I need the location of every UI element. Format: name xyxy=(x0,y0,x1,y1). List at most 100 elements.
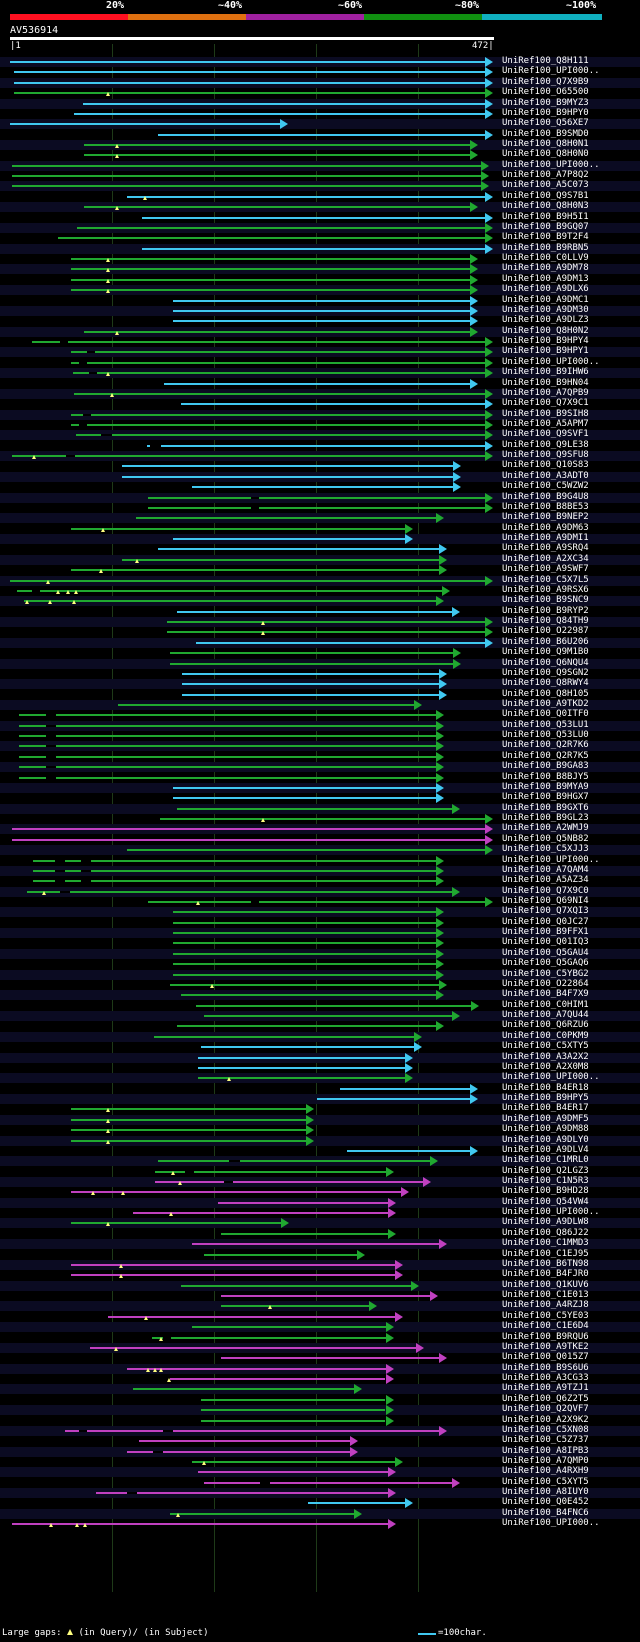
hit-label-link[interactable]: UniRef100_C5XTY5 xyxy=(502,1041,589,1052)
hit-label-link[interactable]: UniRef100_B9GL23 xyxy=(502,813,589,823)
hit-label-link[interactable]: UniRef100_C1EJ95 xyxy=(502,1248,589,1259)
hit-label-link[interactable]: UniRef100_A7QAM4 xyxy=(502,864,589,875)
hit-label-link[interactable]: UniRef100_Q9M1B0 xyxy=(502,647,589,658)
hit-label-link[interactable]: UniRef100_C0HIM1 xyxy=(502,999,589,1010)
hit-label-link[interactable]: UniRef100_C0PKM9 xyxy=(502,1030,589,1041)
hit-label-link[interactable]: UniRef100_C5XJJ3 xyxy=(502,844,589,855)
hit-label-link[interactable]: UniRef100_A9TKE2 xyxy=(502,1341,589,1352)
hit-label-link[interactable]: UniRef100_A9DM63 xyxy=(502,522,589,533)
hit-label-link[interactable]: UniRef100_B9HPY0 xyxy=(502,107,589,118)
hit-label-link[interactable]: UniRef100_B9HPY1 xyxy=(502,346,589,357)
hit-label-link[interactable]: UniRef100_C1MMD3 xyxy=(502,1238,589,1249)
hit-label-link[interactable]: UniRef100_C5XN08 xyxy=(502,1424,589,1435)
hit-label-link[interactable]: UniRef100_Q8H0N0 xyxy=(502,149,589,160)
hit-label-link[interactable]: UniRef100_B4ER17 xyxy=(502,1103,589,1114)
hit-label-link[interactable]: UniRef100_A9SRQ4 xyxy=(502,543,589,554)
hit-label-link[interactable]: UniRef100_Q0ITF0 xyxy=(502,709,589,720)
hit-label-link[interactable]: UniRef100_A3CG33 xyxy=(502,1373,589,1383)
hit-label-link[interactable]: UniRef100_Q01IQ3 xyxy=(502,937,589,948)
hit-label-link[interactable]: UniRef100_Q2R7K6 xyxy=(502,740,589,751)
hit-label-link[interactable]: UniRef100_Q8H111 xyxy=(502,56,589,66)
hit-label-link[interactable]: UniRef100_A9TKD2 xyxy=(502,698,589,709)
hit-label-link[interactable]: UniRef100_Q8H0N1 xyxy=(502,139,589,149)
hit-label-link[interactable]: UniRef100_A9DLY0 xyxy=(502,1134,589,1145)
hit-label-link[interactable]: UniRef100_B9GXT6 xyxy=(502,802,589,813)
hit-label-link[interactable]: UniRef100_Q2R7K5 xyxy=(502,750,589,761)
hit-label-link[interactable]: UniRef100_A9DM13 xyxy=(502,273,589,284)
hit-label-link[interactable]: UniRef100_B9RQU6 xyxy=(502,1331,589,1342)
hit-label-link[interactable]: UniRef100_Q8H0N2 xyxy=(502,325,589,336)
hit-label-link[interactable]: UniRef100_UPI000.. xyxy=(502,66,600,77)
hit-label-link[interactable]: UniRef100_Q9SGN2 xyxy=(502,667,589,678)
hit-label-link[interactable]: UniRef100_Q8H105 xyxy=(502,688,589,699)
hit-label-link[interactable]: UniRef100_B6TN98 xyxy=(502,1258,589,1269)
hit-label-link[interactable]: UniRef100_B9SMD0 xyxy=(502,128,589,139)
hit-label-link[interactable]: UniRef100_Q8RWY4 xyxy=(502,678,589,689)
hit-label-link[interactable]: UniRef100_C5YBG2 xyxy=(502,968,589,979)
hit-label-link[interactable]: UniRef100_Q9SVF1 xyxy=(502,429,589,440)
hit-label-link[interactable]: UniRef100_A7QMP0 xyxy=(502,1455,589,1466)
hit-label-link[interactable]: UniRef100_Q10S83 xyxy=(502,460,589,471)
hit-label-link[interactable]: UniRef100_Q7X9B9 xyxy=(502,76,589,87)
hit-label-link[interactable]: UniRef100_A5C073 xyxy=(502,180,589,191)
hit-label-link[interactable]: UniRef100_Q84TH9 xyxy=(502,616,589,626)
hit-label-link[interactable]: UniRef100_C5X7L5 xyxy=(502,574,589,585)
hit-label-link[interactable]: UniRef100_Q56XE7 xyxy=(502,118,589,129)
hit-label-link[interactable]: UniRef100_B8BJY5 xyxy=(502,771,589,782)
hit-label-link[interactable]: UniRef100_A7P8Q2 xyxy=(502,170,589,181)
hit-label-link[interactable]: UniRef100_Q7XQI3 xyxy=(502,906,589,917)
hit-label-link[interactable]: UniRef100_Q7X9C1 xyxy=(502,398,589,409)
hit-label-link[interactable]: UniRef100_A9DMI1 xyxy=(502,533,589,543)
hit-label-link[interactable]: UniRef100_B9NEP2 xyxy=(502,512,589,523)
hit-label-link[interactable]: UniRef100_A9DM88 xyxy=(502,1124,589,1135)
hit-label-link[interactable]: UniRef100_B9IHW6 xyxy=(502,367,589,378)
hit-label-link[interactable]: UniRef100_UPI000.. xyxy=(502,159,600,170)
hit-label-link[interactable]: UniRef100_Q0E452 xyxy=(502,1497,589,1508)
hit-label-link[interactable]: UniRef100_A9DMF5 xyxy=(502,1113,589,1124)
hit-label-link[interactable]: UniRef100_C1E013 xyxy=(502,1290,589,1300)
hit-label-link[interactable]: UniRef100_A4RXH9 xyxy=(502,1466,589,1477)
hit-label-link[interactable]: UniRef100_Q8H0N3 xyxy=(502,201,589,212)
hit-label-link[interactable]: UniRef100_UPI000.. xyxy=(502,854,600,865)
hit-label-link[interactable]: UniRef100_Q9SFU8 xyxy=(502,450,589,461)
hit-label-link[interactable]: UniRef100_O65500 xyxy=(502,87,589,98)
hit-label-link[interactable]: UniRef100_C5XYT5 xyxy=(502,1476,589,1487)
hit-label-link[interactable]: UniRef100_B9GQ07 xyxy=(502,221,589,232)
hit-label-link[interactable]: UniRef100_A9TZJ1 xyxy=(502,1383,589,1394)
hit-label-link[interactable]: UniRef100_A2XC34 xyxy=(502,553,589,564)
hit-label-link[interactable]: UniRef100_Q2LGZ3 xyxy=(502,1165,589,1176)
hit-label-link[interactable]: UniRef100_A7QPB9 xyxy=(502,387,589,398)
hit-label-link[interactable]: UniRef100_Q53LU0 xyxy=(502,730,589,740)
hit-label-link[interactable]: UniRef100_B9FFX1 xyxy=(502,927,589,938)
hit-label-link[interactable]: UniRef100_A7QU44 xyxy=(502,1010,589,1020)
hit-label-link[interactable]: UniRef100_B9MYZ3 xyxy=(502,97,589,108)
hit-label-link[interactable]: UniRef100_Q9S7B1 xyxy=(502,190,589,201)
hit-label-link[interactable]: UniRef100_Q5GAU4 xyxy=(502,947,589,958)
hit-label-link[interactable]: UniRef100_Q6NQU4 xyxy=(502,657,589,668)
hit-label-link[interactable]: UniRef100_Q86J22 xyxy=(502,1227,589,1238)
hit-label-link[interactable]: UniRef100_B9H5I1 xyxy=(502,211,589,222)
hit-label-link[interactable]: UniRef100_B9G4U8 xyxy=(502,491,589,502)
hit-label-link[interactable]: UniRef100_O22987 xyxy=(502,626,589,637)
hit-label-link[interactable]: UniRef100_B9MYA9 xyxy=(502,781,589,792)
hit-label-link[interactable]: UniRef100_B4F7X9 xyxy=(502,989,589,1000)
hit-label-link[interactable]: UniRef100_A8IUY0 xyxy=(502,1487,589,1498)
hit-label-link[interactable]: UniRef100_Q015Z7 xyxy=(502,1352,589,1363)
hit-label-link[interactable]: UniRef100_A9SWF7 xyxy=(502,564,589,575)
hit-label-link[interactable]: UniRef100_Q9LE38 xyxy=(502,439,589,450)
hit-label-link[interactable]: UniRef100_A3ADT0 xyxy=(502,470,589,481)
hit-label-link[interactable]: UniRef100_A9DLV4 xyxy=(502,1144,589,1155)
hit-label-link[interactable]: UniRef100_A8IPB3 xyxy=(502,1445,589,1456)
hit-label-link[interactable]: UniRef100_C5Z737 xyxy=(502,1435,589,1446)
hit-label-link[interactable]: UniRef100_A2WMJ9 xyxy=(502,823,589,834)
hit-label-link[interactable]: UniRef100_C1MRL0 xyxy=(502,1155,589,1166)
hit-label-link[interactable]: UniRef100_C1E6D4 xyxy=(502,1321,589,1332)
hit-label-link[interactable]: UniRef100_Q7X9C0 xyxy=(502,885,589,896)
hit-label-link[interactable]: UniRef100_B6U206 xyxy=(502,636,589,647)
hit-label-link[interactable]: UniRef100_B9T2F4 xyxy=(502,232,589,243)
hit-label-link[interactable]: UniRef100_Q0JC27 xyxy=(502,916,589,927)
hit-label-link[interactable]: UniRef100_A2X0M8 xyxy=(502,1061,589,1072)
hit-label-link[interactable]: UniRef100_Q6RZU6 xyxy=(502,1020,589,1031)
hit-label-link[interactable]: UniRef100_B9HPY5 xyxy=(502,1093,589,1103)
hit-label-link[interactable]: UniRef100_B9HPY4 xyxy=(502,336,589,346)
